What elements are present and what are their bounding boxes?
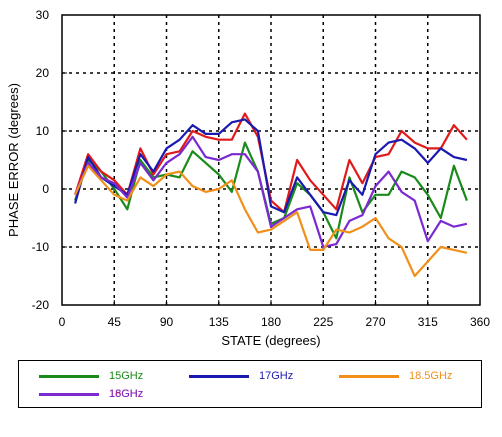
legend-label: 15GHz [109, 370, 144, 382]
x-tick-label: 135 [209, 315, 229, 329]
x-tick-label: 180 [261, 315, 281, 329]
legend: 15GHz 16GHz 17GHz 18GHz 18.5GHz [18, 360, 482, 408]
y-tick-label: 30 [36, 8, 50, 22]
legend-swatch [39, 374, 99, 378]
x-tick-label: 45 [108, 315, 122, 329]
legend-item: 17GHz [189, 369, 293, 383]
x-tick-label: 315 [418, 315, 438, 329]
legend-item: 18GHz [39, 387, 143, 401]
legend-swatch [339, 374, 399, 378]
series-lines [74, 112, 468, 278]
legend-label: 18GHz [109, 388, 144, 400]
x-axis-label: STATE (degrees) [221, 333, 320, 348]
y-tick-label: -20 [32, 298, 50, 312]
x-tick-label: 90 [160, 315, 174, 329]
legend-item: 18.5GHz [339, 369, 452, 383]
series-line-18ghz [74, 135, 468, 249]
x-tick-label: 360 [470, 315, 490, 329]
y-tick-label: 0 [42, 182, 49, 196]
legend-label: 16GHz [109, 388, 144, 400]
y-tick-label: -10 [32, 240, 50, 254]
x-tick-label: 0 [59, 315, 66, 329]
axis-ticks: 0 45 90 135 180 225 270 315 360 -20 -10 0 10 20 30 [32, 8, 491, 329]
grid-lines [62, 15, 480, 305]
legend-swatch [39, 392, 99, 396]
x-tick-label: 225 [313, 315, 333, 329]
y-tick-label: 20 [36, 66, 50, 80]
y-axis-label: PHASE ERROR (degrees) [6, 83, 21, 237]
legend-label: 18.5GHz [409, 370, 453, 382]
x-tick-label: 270 [365, 315, 385, 329]
series-line-18-5ghz [74, 164, 468, 278]
phase-error-chart: 0 45 90 135 180 225 270 315 360 -20 -10 0 10 20 30 STA… [6, 8, 491, 348]
legend-swatch [189, 374, 249, 378]
legend-item: 15GHz [39, 369, 143, 383]
series-line-17ghz [74, 118, 468, 217]
legend-label: 17GHz [259, 370, 294, 382]
y-tick-label: 10 [36, 124, 50, 138]
